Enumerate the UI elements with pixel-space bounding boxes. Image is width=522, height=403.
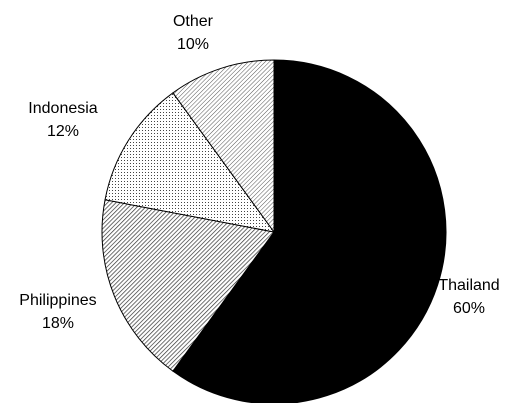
slice-value-label-philippines: 18%: [42, 315, 74, 332]
slice-value-label-thailand: 60%: [453, 300, 485, 317]
pie-slices: [101, 59, 447, 403]
slice-value-label-other: 10%: [177, 36, 209, 53]
slice-label-other: Other: [173, 13, 214, 30]
slice-value-label-indonesia: 12%: [47, 123, 79, 140]
slice-label-indonesia: Indonesia: [28, 100, 97, 117]
slice-label-thailand: Thailand: [438, 277, 499, 294]
pie-slice-other: [172, 59, 275, 234]
pie-slice-thailand: [172, 59, 447, 403]
pie-labels: Thailand 60% Philippines 18% Indonesia 12% Oth…: [19, 13, 499, 332]
pie-slice-philippines: [101, 199, 275, 372]
slice-label-philippines: Philippines: [19, 292, 96, 309]
pie-slice-indonesia: [104, 92, 276, 233]
